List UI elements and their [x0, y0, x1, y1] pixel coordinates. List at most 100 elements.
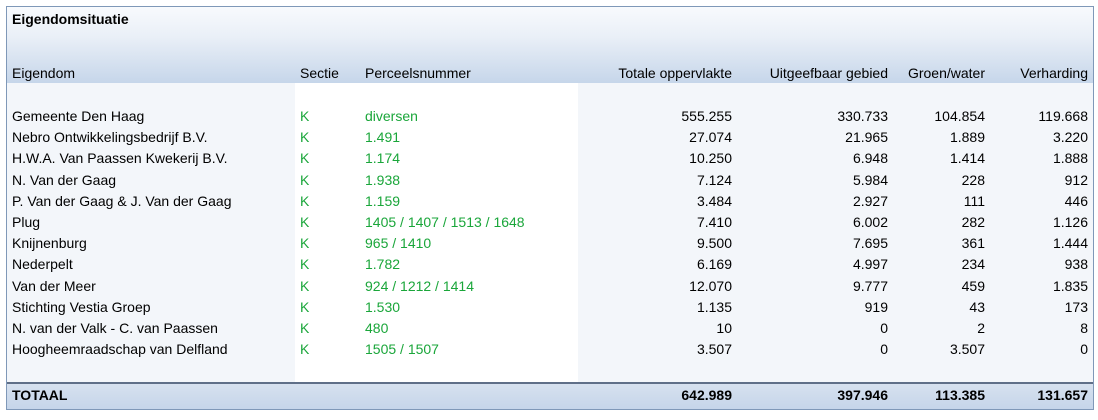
cell-perceel: 965 / 1410 [365, 235, 432, 252]
cell-groen: 1.889 [949, 129, 985, 146]
cell-perceel: 1.159 [365, 192, 401, 209]
cell-verharding: 1.888 [1052, 150, 1088, 167]
cell-groen: 2 [977, 320, 985, 336]
cell-totaal: 7.410 [696, 214, 732, 230]
total-label: TOTAAL [12, 387, 68, 403]
header-sectie: Sectie [300, 65, 339, 81]
cell-eigendom: Nebro Ontwikkelingsbedrijf B.V. [12, 129, 208, 146]
header-band [7, 7, 1093, 83]
cell-uitgeef: 9.777 [852, 277, 888, 294]
cell-totaal: 10.250 [689, 150, 732, 167]
cell-sectie: K [300, 320, 310, 336]
total-band [7, 382, 1093, 409]
cell-uitgeef: 0 [880, 320, 888, 336]
cell-totaal: 7.124 [696, 171, 732, 188]
header-uitgeef: Uitgeefbaar gebied [769, 65, 888, 81]
cell-sectie: K [300, 298, 310, 315]
header-perceel: Perceelsnummer [365, 65, 471, 81]
cell-sectie: K [300, 150, 310, 167]
cell-sectie: K [300, 256, 310, 273]
cell-uitgeef: 2.927 [852, 192, 888, 209]
cell-perceel: 924 / 1212 / 1414 [365, 277, 474, 294]
cell-eigendom: Knijnenburg [12, 235, 87, 252]
cell-uitgeef: 4.997 [852, 256, 888, 273]
cell-sectie: K [300, 129, 310, 146]
cell-sectie: K [300, 277, 310, 294]
total-uitgeef: 397.946 [837, 387, 888, 403]
cell-uitgeef: 330.733 [837, 108, 888, 124]
cell-sectie: K [300, 171, 310, 188]
cell-groen: 43 [969, 298, 985, 315]
cell-sectie: K [300, 214, 310, 230]
table-title: Eigendomsituatie [12, 11, 129, 27]
cell-perceel: diversen [365, 108, 418, 124]
cell-verharding: 119.668 [1038, 108, 1088, 124]
cell-totaal: 27.074 [689, 129, 732, 146]
cell-totaal: 3.484 [696, 192, 732, 209]
cell-verharding: 938 [1064, 256, 1088, 273]
cell-verharding: 0 [1080, 341, 1088, 358]
cell-groen: 361 [961, 235, 985, 252]
cell-groen: 228 [961, 171, 985, 188]
parcel-column-band [295, 83, 578, 387]
cell-uitgeef: 919 [864, 298, 888, 315]
cell-perceel: 1505 / 1507 [365, 341, 439, 358]
cell-perceel: 1.782 [365, 256, 401, 273]
cell-eigendom: Gemeente Den Haag [12, 108, 145, 124]
cell-totaal: 555.255 [681, 108, 732, 124]
cell-sectie: K [300, 341, 310, 358]
cell-eigendom: Plug [12, 214, 41, 230]
cell-uitgeef: 21.965 [845, 129, 888, 146]
cell-groen: 104.854 [934, 108, 985, 124]
cell-totaal: 10 [716, 320, 732, 336]
cell-perceel: 1.491 [365, 129, 401, 146]
cell-eigendom: P. Van der Gaag & J. Van der Gaag [12, 192, 232, 209]
cell-totaal: 1.135 [696, 298, 732, 315]
cell-verharding: 1.835 [1052, 277, 1088, 294]
left-band [7, 83, 295, 387]
total-groen: 113.385 [935, 387, 985, 403]
right-band [578, 83, 1093, 387]
cell-verharding: 912 [1064, 171, 1088, 188]
cell-verharding: 1.444 [1052, 235, 1088, 252]
cell-verharding: 3.220 [1052, 129, 1088, 146]
cell-verharding: 173 [1064, 298, 1088, 315]
cell-totaal: 3.507 [696, 341, 732, 358]
cell-eigendom: H.W.A. Van Paassen Kwekerij B.V. [12, 150, 228, 167]
header-eigendom: Eigendom [12, 65, 76, 81]
cell-eigendom: N. Van der Gaag [12, 171, 117, 188]
cell-groen: 111 [963, 192, 985, 209]
cell-eigendom: Van der Meer [12, 277, 96, 294]
total-totaal: 642.989 [681, 387, 732, 403]
cell-verharding: 446 [1064, 192, 1088, 209]
cell-eigendom: Nederpelt [12, 256, 73, 273]
cell-groen: 282 [961, 214, 985, 230]
cell-perceel: 1.938 [365, 171, 401, 188]
cell-sectie: K [300, 235, 310, 252]
cell-totaal: 12.070 [689, 277, 732, 294]
cell-uitgeef: 7.695 [852, 235, 888, 252]
cell-perceel: 1.174 [365, 150, 401, 167]
cell-uitgeef: 6.002 [852, 214, 888, 230]
total-verharding: 131.657 [1037, 387, 1088, 403]
cell-groen: 3.507 [949, 341, 985, 358]
cell-totaal: 9.500 [696, 235, 732, 252]
cell-perceel: 1405 / 1407 / 1513 / 1648 [365, 214, 525, 230]
cell-sectie: K [300, 192, 310, 209]
cell-perceel: 1.530 [365, 298, 401, 315]
cell-verharding: 1.126 [1052, 214, 1088, 230]
cell-groen: 459 [961, 277, 985, 294]
cell-uitgeef: 6.948 [852, 150, 888, 167]
header-verharding: Verharding [1020, 65, 1088, 81]
cell-groen: 1.414 [949, 150, 985, 167]
cell-eigendom: Hoogheemraadschap van Delfland [12, 341, 228, 358]
cell-sectie: K [300, 108, 310, 124]
header-groen: Groen/water [907, 65, 985, 81]
header-totaal: Totale oppervlakte [618, 65, 732, 81]
cell-groen: 234 [961, 256, 985, 273]
cell-uitgeef: 0 [880, 341, 888, 358]
cell-perceel: 480 [365, 320, 389, 336]
cell-uitgeef: 5.984 [852, 171, 888, 188]
cell-totaal: 6.169 [696, 256, 732, 273]
cell-eigendom: Stichting Vestia Groep [12, 298, 151, 315]
